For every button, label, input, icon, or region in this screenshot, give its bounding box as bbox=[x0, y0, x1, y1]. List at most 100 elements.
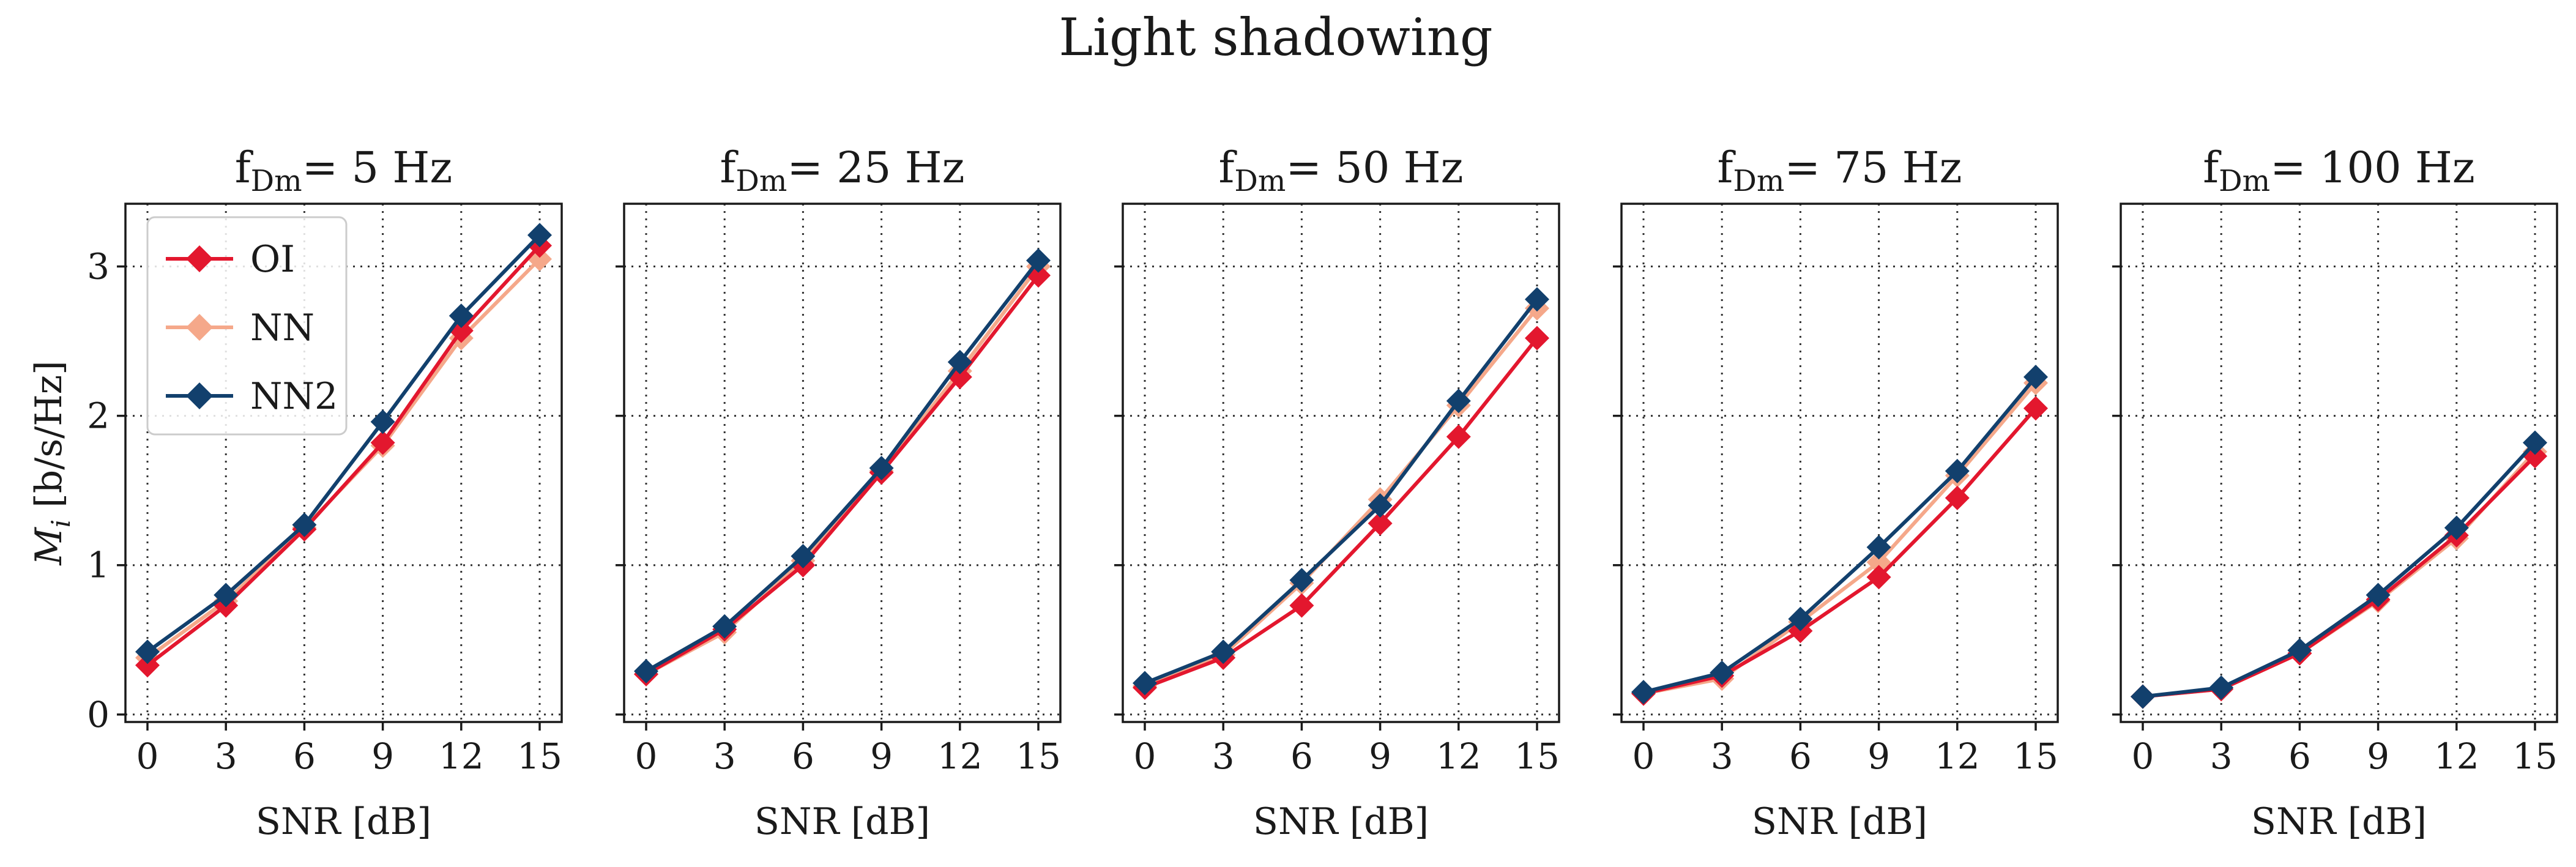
series-nn bbox=[634, 254, 1051, 687]
data-point-nn2 bbox=[1026, 248, 1051, 273]
data-point-nn2 bbox=[1788, 606, 1813, 631]
data-point-nn2 bbox=[1631, 680, 1656, 705]
panel-4: fDm= 75 Hz 0 3 6 9 12 15 SNR [dB] bbox=[1613, 143, 2059, 843]
figure-title: Light shadowing bbox=[1059, 7, 1492, 67]
series-nn2 bbox=[1631, 365, 2048, 705]
data-point-oi bbox=[1368, 511, 1393, 536]
x-tick-label: 12 bbox=[439, 735, 484, 777]
x-tick-label: 9 bbox=[2367, 735, 2389, 777]
series-line-nn2 bbox=[645, 259, 1040, 673]
data-point-nn2 bbox=[2523, 430, 2547, 455]
series-line-oi bbox=[1643, 407, 2038, 696]
x-tick-label: 12 bbox=[2434, 735, 2479, 777]
panel-title: fDm= 100 Hz bbox=[2203, 143, 2475, 198]
panel-2: fDm= 25 Hz 0 3 6 9 12 15 SNR [dB] bbox=[616, 143, 1062, 843]
x-tick-label: 0 bbox=[635, 735, 658, 777]
data-point-nn2 bbox=[1446, 389, 1471, 414]
data-point-nn2 bbox=[370, 409, 395, 434]
series-line-nn bbox=[1643, 381, 2038, 696]
series-line-oi bbox=[2142, 455, 2537, 699]
data-point-nn2 bbox=[527, 223, 552, 248]
legend-marker bbox=[186, 314, 213, 341]
data-point-nn bbox=[1866, 549, 1891, 575]
axes-frame bbox=[1620, 203, 2059, 723]
grid bbox=[1123, 204, 1559, 722]
axes-frame bbox=[623, 203, 1062, 723]
legend-label: NN bbox=[250, 307, 315, 349]
x-tick-label: 0 bbox=[2132, 735, 2154, 777]
x-tick-label: 6 bbox=[792, 735, 814, 777]
data-point-nn2 bbox=[1710, 660, 1735, 685]
x-tick-label: 6 bbox=[1789, 735, 1812, 777]
panel-3: fDm= 50 Hz 0 3 6 9 12 15 SNR [dB] bbox=[1114, 143, 1560, 843]
series-line-oi bbox=[146, 244, 542, 667]
legend-frame bbox=[146, 216, 348, 436]
data-point-nn2 bbox=[947, 349, 972, 374]
data-point-nn2 bbox=[2287, 638, 2312, 663]
x-tick-label: 3 bbox=[1711, 735, 1733, 777]
series-nn bbox=[2131, 439, 2547, 709]
legend-entry-nn: NN bbox=[166, 307, 315, 349]
series-oi bbox=[1133, 326, 1549, 700]
x-tick-label: 9 bbox=[870, 735, 893, 777]
data-point-nn2 bbox=[634, 659, 658, 684]
series-line-oi bbox=[645, 274, 1040, 676]
series-nn2 bbox=[1133, 287, 1549, 696]
panel-title: fDm= 75 Hz bbox=[1717, 143, 1962, 198]
x-tick-label: 12 bbox=[1935, 735, 1980, 777]
x-tick-label: 0 bbox=[1134, 735, 1156, 777]
x-axis-label: SNR [dB] bbox=[1253, 800, 1429, 843]
x-axis-label: SNR [dB] bbox=[1752, 800, 1927, 843]
x-tick-label: 3 bbox=[2210, 735, 2233, 777]
data-point-nn2 bbox=[449, 303, 474, 329]
x-tick-label: 6 bbox=[1290, 735, 1313, 777]
legend-label: NN2 bbox=[250, 375, 338, 418]
data-point-nn2 bbox=[791, 544, 816, 569]
y-tick-label: 0 bbox=[87, 694, 110, 735]
x-tick-label: 15 bbox=[517, 735, 562, 777]
x-tick-label: 3 bbox=[215, 735, 237, 777]
grid bbox=[2121, 204, 2557, 722]
data-point-oi bbox=[135, 653, 160, 678]
data-point-nn2 bbox=[292, 512, 317, 537]
data-point-oi bbox=[1446, 424, 1471, 449]
axes-frame bbox=[1122, 203, 1560, 723]
axes-frame bbox=[2120, 203, 2558, 723]
y-axis-label: Mi [b/s/Hz] bbox=[28, 360, 76, 565]
data-point-nn2 bbox=[1525, 287, 1549, 312]
data-point-nn2 bbox=[869, 456, 894, 481]
x-tick-label: 12 bbox=[1436, 735, 1481, 777]
data-point-oi bbox=[1866, 565, 1891, 590]
panel-title: fDm= 25 Hz bbox=[720, 143, 964, 198]
legend-marker bbox=[186, 245, 213, 272]
data-point-oi bbox=[370, 430, 395, 455]
y-tick-label: 3 bbox=[87, 246, 110, 288]
data-point-nn2 bbox=[2209, 675, 2234, 700]
panel-5: fDm= 100 Hz 0 3 6 9 12 15 SNR [dB] bbox=[2112, 143, 2558, 843]
series-line-nn2 bbox=[1643, 376, 2038, 694]
data-point-nn2 bbox=[135, 639, 160, 664]
panels-group: fDm= 5 Hz 0 3 6 9 12 15 0 12 3 SNR [dB] fDm= 25 Hz 0… bbox=[87, 143, 2558, 843]
data-point-nn2 bbox=[712, 614, 737, 639]
x-tick-label: 6 bbox=[293, 735, 316, 777]
x-tick-label: 6 bbox=[2288, 735, 2311, 777]
data-point-oi bbox=[2023, 396, 2048, 421]
data-point-nn2 bbox=[1866, 535, 1891, 560]
x-tick-label: 12 bbox=[937, 735, 983, 777]
series-oi bbox=[2131, 444, 2547, 709]
legend-marker bbox=[186, 382, 213, 409]
x-tick-label: 9 bbox=[1369, 735, 1391, 777]
series-nn bbox=[1133, 296, 1549, 699]
data-point-nn2 bbox=[2366, 582, 2391, 608]
x-tick-label: 0 bbox=[136, 735, 159, 777]
x-tick-label: 15 bbox=[1514, 735, 1560, 777]
series-line-nn2 bbox=[2142, 441, 2537, 699]
series-nn2 bbox=[2131, 430, 2547, 709]
series-nn2 bbox=[634, 248, 1051, 684]
series-nn2 bbox=[135, 223, 552, 664]
data-point-nn2 bbox=[2131, 684, 2155, 709]
series-nn bbox=[1631, 370, 2048, 706]
panel-title: fDm= 5 Hz bbox=[235, 143, 453, 198]
